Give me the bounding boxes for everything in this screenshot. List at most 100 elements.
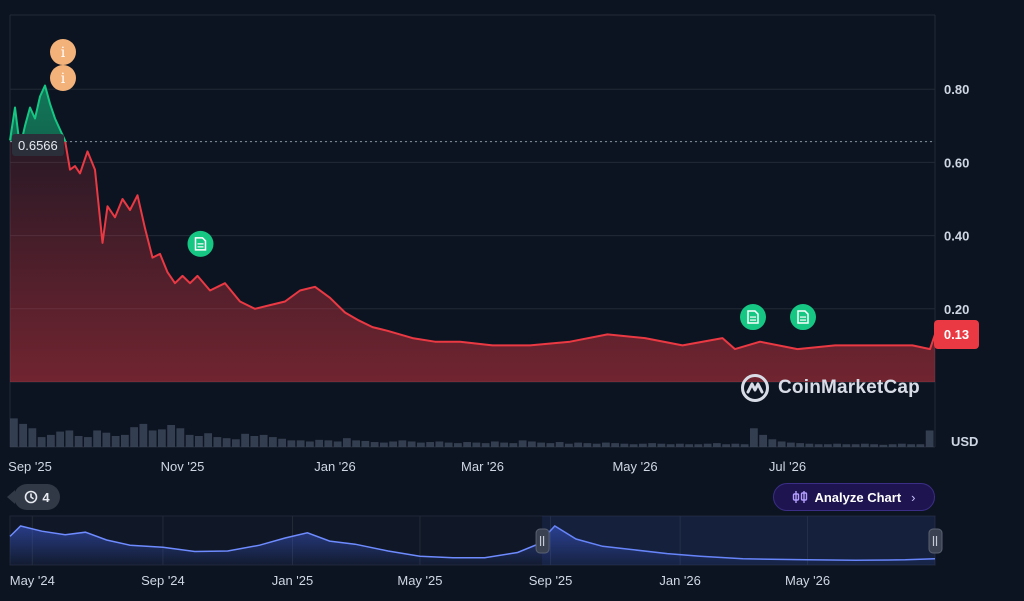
volume-bar [269, 437, 277, 447]
navigator-tick-label: Sep '25 [529, 573, 573, 588]
price-line-up [9, 84, 67, 142]
volume-bar [250, 436, 259, 447]
price-line [9, 84, 936, 351]
volume-bar [19, 423, 27, 447]
volume-bar [278, 438, 286, 447]
info-icon-bg [50, 39, 76, 65]
volume-bar [565, 443, 573, 447]
info-icon[interactable]: i [50, 39, 76, 65]
volume-bar [176, 428, 185, 447]
volume-bar [130, 427, 138, 447]
volume-bar [787, 442, 795, 447]
history-count: 4 [42, 489, 50, 505]
volume-bar [454, 443, 462, 447]
watermark-brand-text: CoinMarketCap [778, 377, 920, 398]
volume-bar [481, 443, 490, 447]
reference-price-badge: 0.6566 [12, 134, 64, 156]
document-icon-outline [797, 310, 809, 324]
volume-bar [74, 436, 83, 447]
volume-bar [491, 441, 499, 447]
navigator-tick-label: May '24 [10, 573, 55, 588]
volume-bar [472, 442, 481, 447]
navigator-tick-label: Jan '26 [659, 573, 701, 588]
volume-bar [870, 444, 878, 447]
volume-bar [56, 431, 64, 447]
volume-bar [648, 443, 656, 447]
volume-bar [417, 442, 425, 447]
volume-bar [139, 423, 148, 447]
candlestick-icon [793, 491, 808, 503]
volume-bar [213, 437, 222, 447]
volume-bar [888, 444, 897, 447]
volume-bar [750, 428, 758, 447]
volume-bar [167, 425, 175, 447]
volume-bar [324, 440, 333, 447]
info-icon-glyph: i [61, 45, 66, 61]
volume-bar [574, 442, 582, 447]
volume-bar [861, 443, 869, 447]
volume-bar [759, 434, 767, 447]
volume-bar [639, 443, 647, 447]
volume-bar [768, 439, 777, 447]
volume-bar [722, 444, 730, 447]
analyze-chart-label: Analyze Chart [814, 489, 902, 505]
volume-bar [676, 443, 684, 447]
analyze-chart-button[interactable]: Analyze Chart › [773, 483, 935, 511]
volume-bar [509, 443, 518, 447]
volume-bar [389, 441, 397, 447]
info-icon[interactable]: i [50, 65, 76, 91]
volume-bar [685, 444, 693, 447]
volume-bar [713, 443, 721, 447]
navigator-handle[interactable] [535, 528, 550, 554]
price-area-down [10, 141, 935, 382]
coinmarketcap-logo-icon [741, 374, 769, 402]
volume-bar [315, 439, 323, 447]
y-tick-label: 0.60 [944, 155, 969, 170]
volume-bar [814, 444, 823, 447]
volume-bar [879, 444, 888, 447]
range-navigator[interactable]: May '24 Sep '24 Jan '25 May '25 Sep '25 Jan '… [9, 515, 943, 588]
volume-bar [398, 440, 407, 447]
volume-bar [333, 441, 342, 447]
coinmarketcap-watermark: CoinMarketCap [740, 372, 920, 404]
volume-bar [796, 443, 804, 447]
volume-bar [10, 418, 18, 447]
navigator-handle[interactable] [928, 528, 943, 554]
volume-bar [111, 436, 120, 447]
volume-bar [528, 441, 536, 447]
volume-bar [232, 439, 240, 447]
x-axis: Sep '25 Nov '25 Jan '26 Mar '26 May '26 Jul '… [8, 459, 806, 474]
volume-bar [37, 437, 46, 447]
volume-bar [185, 434, 194, 447]
navigator-selection [542, 516, 935, 565]
volume-bar [666, 444, 675, 447]
x-tick-label: Jul '26 [769, 459, 806, 474]
volume-bar [518, 440, 527, 447]
volume-bar [602, 442, 610, 447]
volume-bar [370, 442, 379, 447]
volume-bar [195, 436, 203, 447]
event-markers[interactable]: ii [50, 39, 816, 331]
document-icon[interactable] [740, 304, 766, 331]
current-price-badge: 0.13 [934, 320, 979, 349]
y-tick-label: 0.40 [944, 229, 969, 244]
document-icon[interactable] [187, 230, 214, 257]
history-button[interactable]: 4 [7, 484, 60, 510]
y-axis: 0.80 0.60 0.40 0.20 [944, 82, 969, 317]
navigator-tick-label: May '26 [785, 573, 830, 588]
x-tick-label: Nov '25 [161, 459, 205, 474]
volume-bar [102, 432, 111, 447]
volume-bars [10, 418, 934, 447]
volume-bar [380, 442, 388, 447]
document-icon[interactable] [790, 304, 816, 331]
volume-bar [93, 430, 101, 447]
volume-bar [694, 444, 703, 447]
volume-bar [833, 443, 841, 447]
volume-bar [583, 443, 592, 447]
price-line-down [18, 141, 936, 351]
document-icon-outline [194, 237, 207, 251]
volume-bar [629, 444, 638, 447]
navigator-tick-label: Sep '24 [141, 573, 185, 588]
x-tick-label: Sep '25 [8, 459, 52, 474]
